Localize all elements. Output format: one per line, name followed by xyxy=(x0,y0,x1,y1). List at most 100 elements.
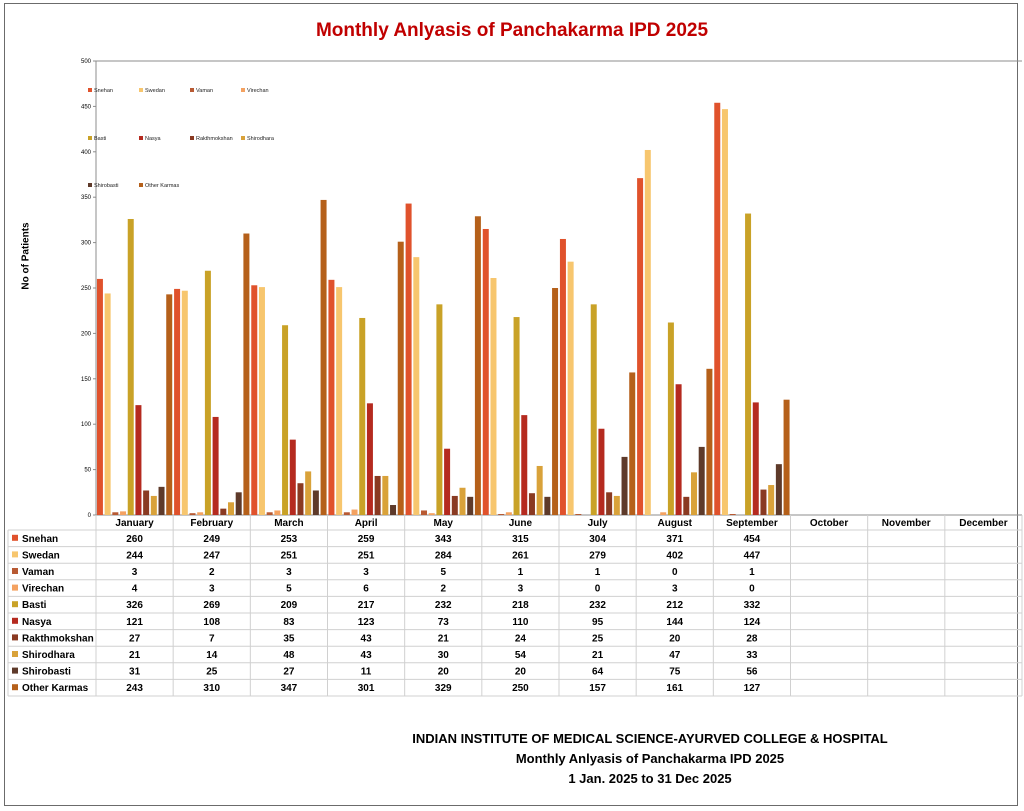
bar-virechan-january xyxy=(120,511,127,515)
table-cell-snehan-march: 253 xyxy=(281,534,298,545)
table-cell-nasya-may: 73 xyxy=(438,617,450,628)
bar-virechan-june xyxy=(505,512,512,515)
table-cell-vaman-february: 2 xyxy=(209,567,215,578)
bar-rakthmokshan-september xyxy=(760,489,767,515)
table-swatch-other-karmas xyxy=(12,684,18,691)
bar-rakthmokshan-march xyxy=(297,483,304,515)
table-cell-basti-february: 269 xyxy=(203,600,220,611)
bar-shirodhara-april xyxy=(382,475,389,515)
table-row-label-shirobasti: Shirobasti xyxy=(22,667,71,678)
bar-basti-may xyxy=(436,304,443,515)
table-cell-swedan-january: 244 xyxy=(126,550,143,561)
bar-nasya-march xyxy=(289,439,296,515)
bar-other-karmas-september xyxy=(783,399,790,515)
bar-shirodhara-february xyxy=(228,502,234,515)
table-cell-basti-march: 209 xyxy=(281,600,298,611)
table-cell-other-karmas-september: 127 xyxy=(744,683,761,694)
bar-vaman-april xyxy=(343,512,350,515)
bar-rakthmokshan-april xyxy=(374,475,381,515)
table-swatch-rakthmokshan xyxy=(12,634,18,641)
y-tick-label: 0 xyxy=(88,513,92,519)
table-row-label-nasya: Nasya xyxy=(22,617,52,628)
table-cell-vaman-september: 1 xyxy=(749,567,755,578)
bar-snehan-march xyxy=(251,285,258,515)
table-cell-swedan-march: 251 xyxy=(281,550,298,561)
y-tick-label: 100 xyxy=(81,422,92,428)
bar-vaman-september xyxy=(729,514,736,515)
table-cell-basti-july: 232 xyxy=(589,600,606,611)
bar-shirobasti-september xyxy=(775,464,782,515)
bar-snehan-june xyxy=(482,228,489,516)
bar-nasya-may xyxy=(444,448,451,515)
bar-other-karmas-april xyxy=(397,241,404,515)
chart-title: Monthly Anlyasis of Panchakarma IPD 2025 xyxy=(315,20,709,41)
table-cell-nasya-february: 108 xyxy=(203,617,220,628)
legend-swatch-shirobasti xyxy=(88,183,92,187)
table-cell-rakthmokshan-january: 27 xyxy=(129,633,141,644)
bar-shirodhara-june xyxy=(536,465,543,515)
legend-swatch-rakthmokshan xyxy=(190,136,194,140)
table-cell-other-karmas-march: 347 xyxy=(281,683,298,694)
table-swatch-snehan xyxy=(12,534,18,541)
bar-rakthmokshan-february xyxy=(220,508,227,515)
table-cell-shirodhara-august: 47 xyxy=(669,650,681,661)
table-cell-nasya-june: 110 xyxy=(512,617,529,628)
table-cell-nasya-july: 95 xyxy=(592,617,604,628)
y-tick-label: 250 xyxy=(81,286,92,292)
bar-snehan-january xyxy=(96,278,103,515)
table-cell-other-karmas-july: 157 xyxy=(589,683,606,694)
x-tick-label-april: April xyxy=(355,518,378,529)
table-cell-virechan-august: 3 xyxy=(672,584,678,595)
legend-swatch-other-karmas xyxy=(139,183,143,187)
table-row-label-basti: Basti xyxy=(22,600,47,611)
table-swatch-shirodhara xyxy=(12,651,18,657)
y-tick-label: 50 xyxy=(84,468,91,474)
bar-other-karmas-july xyxy=(629,372,636,515)
bar-shirodhara-august xyxy=(691,472,697,515)
table-row-label-swedan: Swedan xyxy=(22,550,60,561)
table-cell-rakthmokshan-august: 20 xyxy=(669,633,681,644)
table-swatch-vaman xyxy=(12,568,18,574)
table-cell-nasya-april: 123 xyxy=(358,617,375,628)
table-cell-snehan-june: 315 xyxy=(512,534,529,545)
bar-swedan-february xyxy=(181,290,188,515)
table-cell-virechan-february: 3 xyxy=(209,584,215,595)
bar-shirobasti-may xyxy=(467,496,474,515)
table-cell-shirobasti-may: 20 xyxy=(438,667,450,678)
table-swatch-swedan xyxy=(12,551,18,558)
y-tick-label: 350 xyxy=(81,195,92,201)
table-cell-rakthmokshan-may: 21 xyxy=(438,633,450,644)
table-swatch-shirobasti xyxy=(12,667,18,674)
table-cell-swedan-september: 447 xyxy=(744,550,761,561)
x-tick-label-november: November xyxy=(882,518,931,529)
table-cell-basti-april: 217 xyxy=(358,600,375,611)
table-cell-basti-june: 218 xyxy=(512,600,529,611)
table-cell-swedan-june: 261 xyxy=(512,550,529,561)
table-cell-virechan-april: 6 xyxy=(363,584,369,595)
table-cell-basti-january: 326 xyxy=(126,600,143,611)
bar-snehan-february xyxy=(174,288,181,515)
footer-institute: INDIAN INSTITUTE OF MEDICAL SCIENCE-AYUR… xyxy=(412,731,888,746)
bar-virechan-march xyxy=(274,510,281,515)
bar-shirobasti-february xyxy=(235,492,242,515)
bar-shirobasti-april xyxy=(390,505,397,515)
bar-basti-february xyxy=(204,270,211,515)
table-cell-vaman-july: 1 xyxy=(595,567,601,578)
bar-nasya-january xyxy=(135,405,142,515)
table-cell-snehan-february: 249 xyxy=(203,534,220,545)
bar-other-karmas-june xyxy=(552,288,559,515)
table-cell-basti-september: 332 xyxy=(744,600,761,611)
table-cell-rakthmokshan-april: 43 xyxy=(361,633,373,644)
table-row-label-vaman: Vaman xyxy=(22,567,54,578)
table-cell-rakthmokshan-september: 28 xyxy=(746,633,758,644)
table-cell-shirodhara-february: 14 xyxy=(206,650,218,661)
bar-swedan-july xyxy=(567,261,574,515)
legend-label-other-karmas: Other Karmas xyxy=(145,183,179,189)
table-cell-shirobasti-july: 64 xyxy=(592,667,604,678)
y-tick-label: 200 xyxy=(81,331,92,337)
bar-swedan-january xyxy=(104,293,111,515)
table-cell-virechan-june: 3 xyxy=(518,584,524,595)
table-cell-nasya-september: 124 xyxy=(744,617,761,628)
x-tick-label-june: June xyxy=(509,518,533,529)
